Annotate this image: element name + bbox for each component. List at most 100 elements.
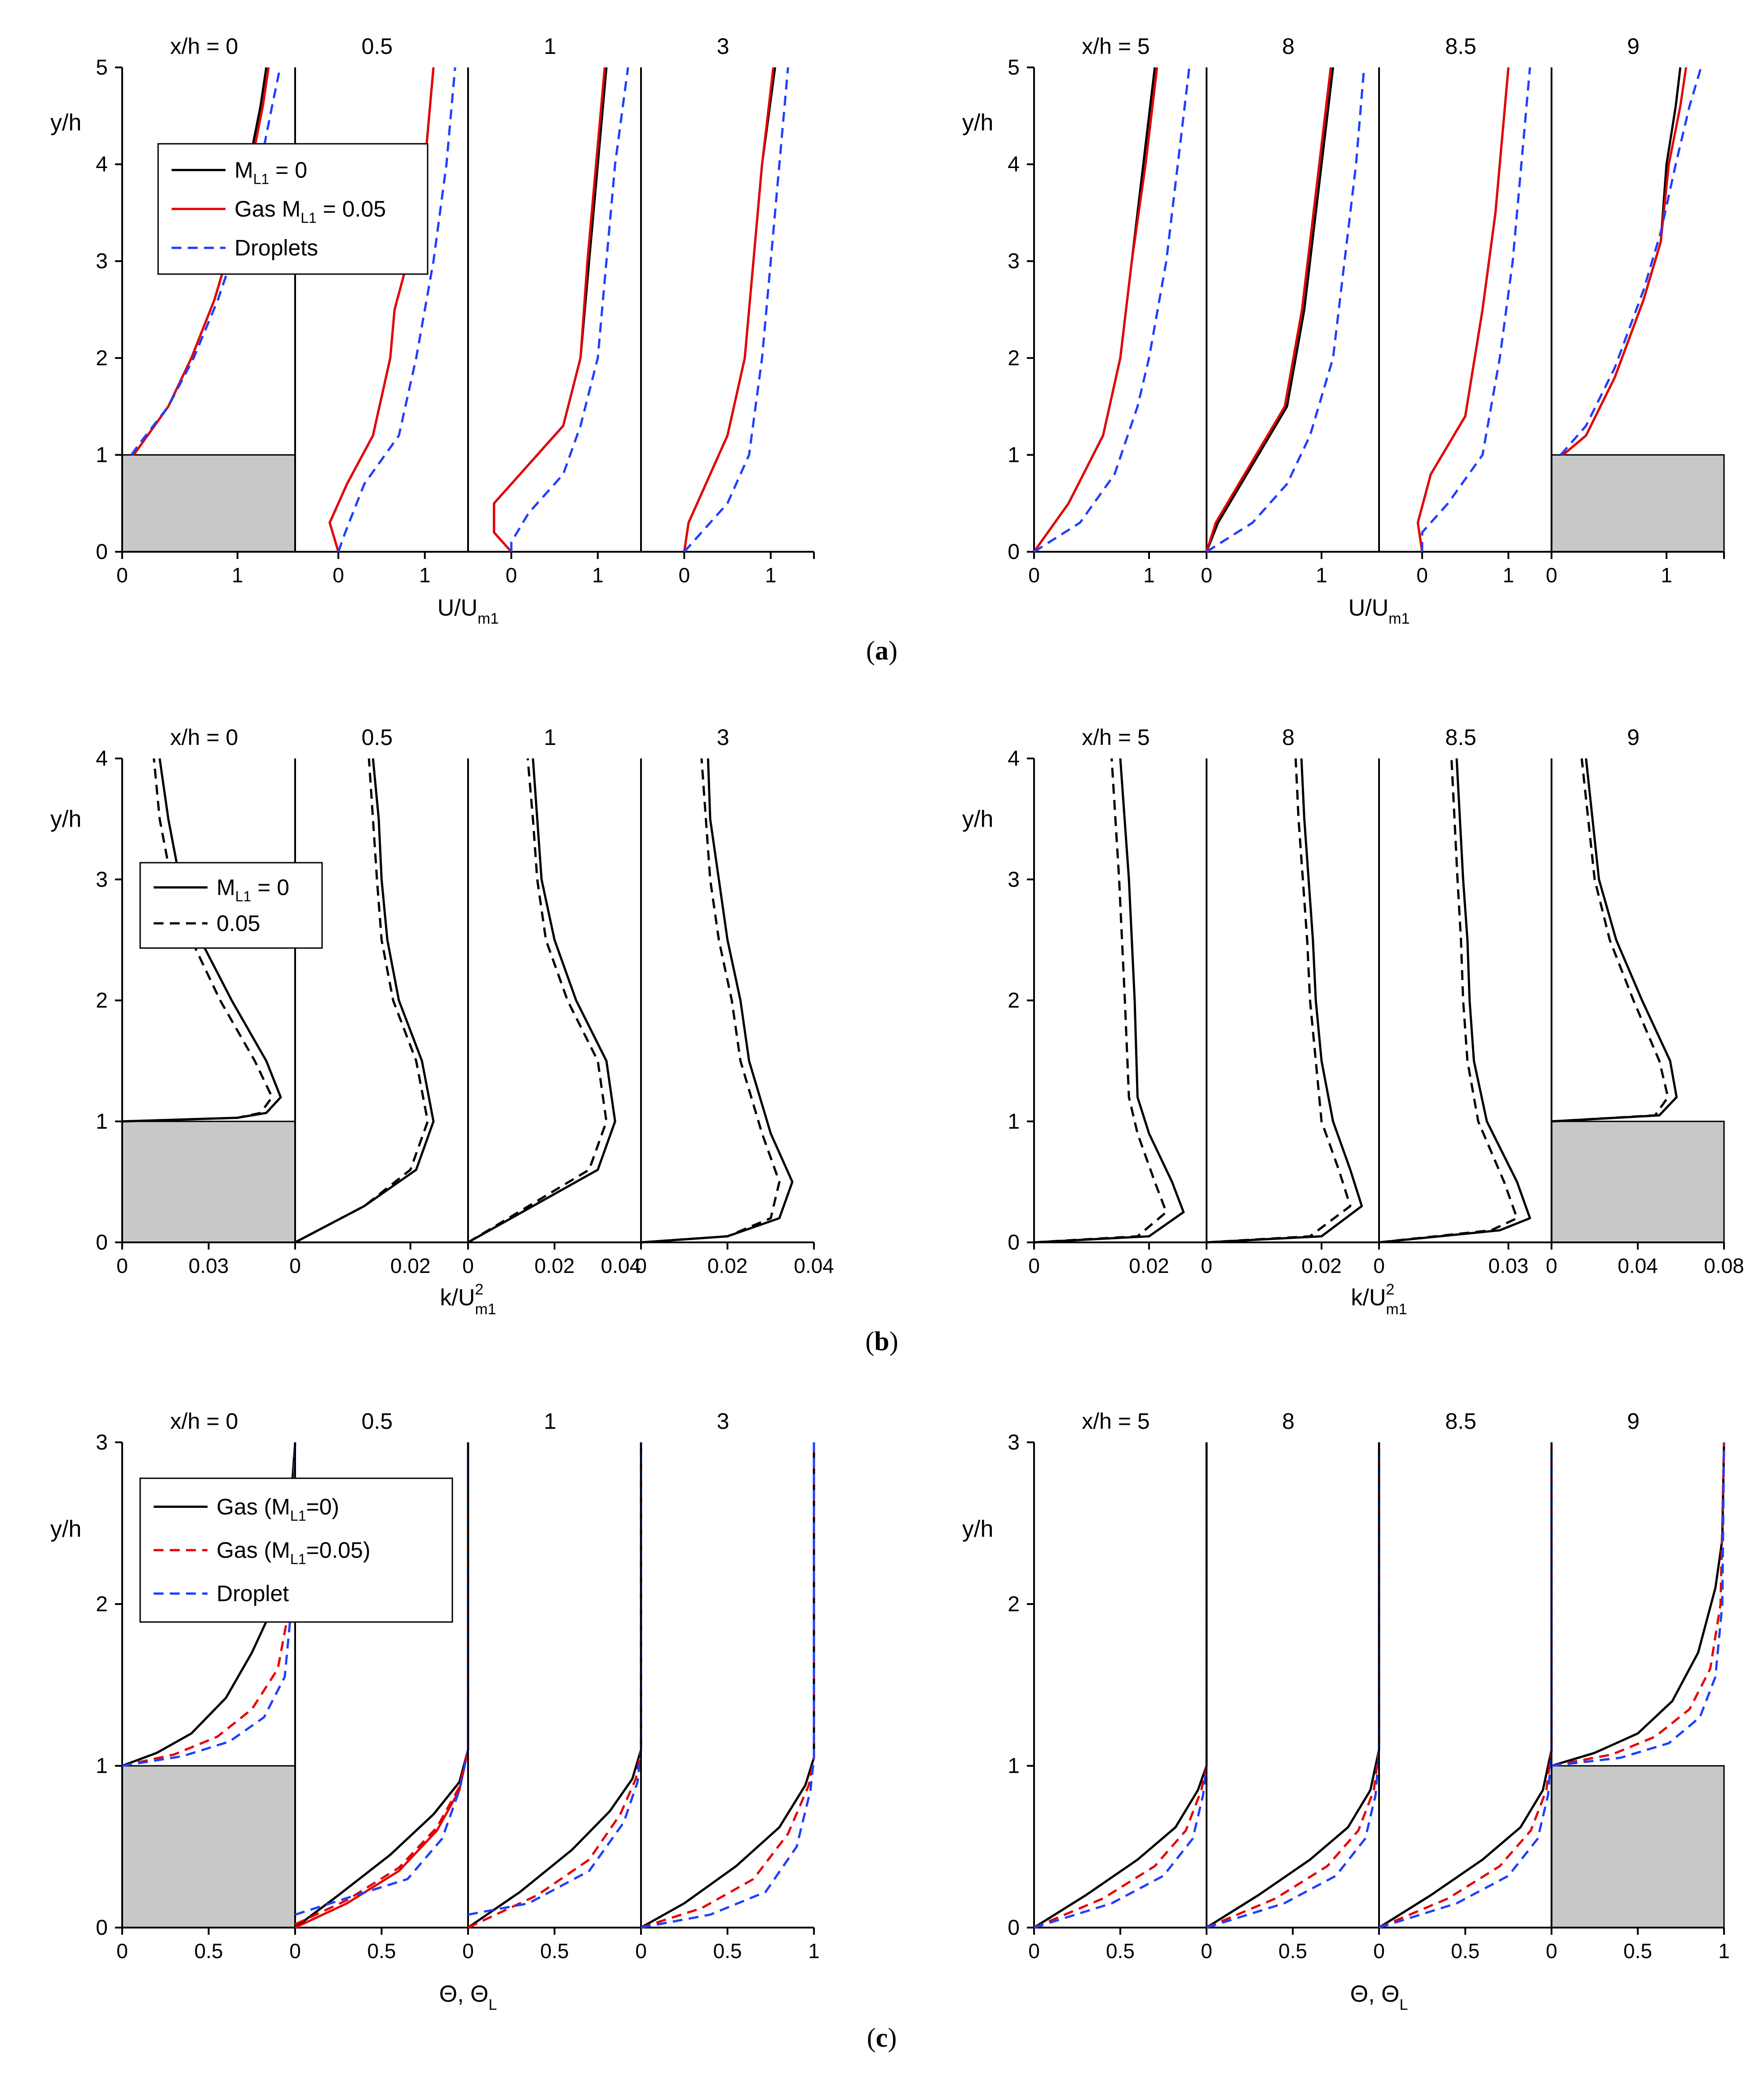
x-tick-label: 0	[1028, 1939, 1040, 1963]
y-tick-label: 4	[96, 747, 108, 771]
y-tick-label: 0	[1008, 1916, 1020, 1940]
series-line-dashed-blue	[1560, 67, 1702, 456]
x-tick-label: 0.08	[1704, 1254, 1744, 1277]
x-tick-label: 0.02	[1301, 1254, 1342, 1277]
series-line-dashed-red	[1551, 1442, 1725, 1767]
x-axis-label: Θ, ΘL	[1350, 1981, 1408, 2013]
x-tick-label: 1	[419, 563, 431, 587]
x-tick-label: 0	[1028, 1254, 1040, 1277]
y-tick-label: 5	[96, 56, 108, 80]
subplot-b-7: 0 0.04 0.08 9	[1546, 725, 1744, 1277]
y-tick-label: 4	[1008, 747, 1020, 771]
x-tick-label: 0	[505, 563, 517, 587]
x-tick-label: 0.5	[1278, 1939, 1307, 1963]
series-line-solid-red	[133, 67, 270, 456]
series-line-solid-black	[1551, 1442, 1725, 1767]
series-line-dashed-blue	[1379, 1442, 1553, 1929]
subplot-label: x/h = 5	[1082, 1409, 1150, 1434]
y-tick-label: 3	[1008, 868, 1020, 891]
x-tick-label: 1	[232, 563, 243, 587]
series-line-solid-black	[294, 758, 435, 1244]
y-tick-label: 2	[96, 989, 108, 1013]
series-line-dashed-black	[1034, 758, 1167, 1244]
series-line-dashed-blue	[1551, 1442, 1725, 1767]
subplot-label: 3	[717, 34, 729, 59]
series-line-solid-red	[493, 67, 606, 553]
subplot-a-7: 0 1 9	[1546, 34, 1725, 587]
x-tick-label: 0.5	[1451, 1939, 1480, 1963]
obstacle-block	[121, 454, 296, 553]
legend-box	[139, 862, 323, 949]
x-tick-label: 0	[116, 563, 128, 587]
x-tick-label: 1	[1661, 563, 1672, 587]
series-line-dashed-blue	[683, 67, 789, 553]
x-tick-label: 0	[289, 1939, 301, 1963]
subplot-label: 8	[1282, 34, 1295, 59]
subplot-label: 1	[544, 1409, 557, 1434]
subplot-c-0: 0 0.5 x/h = 0	[116, 1409, 296, 1963]
legend-entry: Gas (ML1=0.05)	[217, 1538, 371, 1567]
series-line-dashed-blue	[1034, 1442, 1208, 1929]
series-line-dashed-red	[641, 1442, 815, 1929]
y-tick-label: 2	[1008, 989, 1020, 1013]
y-tick-label: 1	[1008, 1754, 1020, 1778]
legend-entry: Droplet	[217, 1581, 289, 1606]
x-tick-label: 0.5	[367, 1939, 396, 1963]
x-tick-label: 0.5	[713, 1939, 742, 1963]
x-tick-label: 0	[1546, 1939, 1557, 1963]
subplot-a-1: 0 10.5	[294, 34, 468, 587]
series-line-solid-black	[640, 1442, 815, 1929]
y-tick-label: 1	[1008, 1110, 1020, 1134]
series-line-dashed-black	[1379, 758, 1518, 1244]
subplot-label: 9	[1627, 1409, 1640, 1434]
subplot-label: 9	[1627, 725, 1640, 750]
subplot-a-2: 0 1 1	[467, 34, 641, 587]
x-tick-label: 1	[1718, 1939, 1730, 1963]
legend-entry: ML1 = 0	[234, 157, 307, 187]
series-line-solid-red	[1562, 67, 1687, 456]
subplot-label: 0.5	[362, 1409, 393, 1434]
subplot-label: 0.5	[362, 34, 393, 59]
subplot-label: 3	[717, 1409, 729, 1434]
x-tick-label: 0	[1201, 1939, 1212, 1963]
y-tick-label: 3	[96, 868, 108, 891]
series-line-solid-black	[641, 758, 794, 1244]
series-line-solid-black	[1034, 758, 1185, 1244]
subplot-c-6: 0 0.5 8.5	[1373, 1409, 1553, 1963]
y-tick-label: 3	[1008, 249, 1020, 273]
series-line-solid-black	[1416, 67, 1510, 552]
x-tick-label: 0	[1201, 1254, 1212, 1277]
x-axis-label: Θ, ΘL	[439, 1981, 497, 2013]
series-line-dashed-blue	[122, 1442, 296, 1767]
x-tick-label: 0	[1416, 563, 1428, 587]
subplot-b-0: 0 0.03 x/h = 0	[116, 725, 296, 1277]
series-line-solid-black	[1205, 67, 1335, 552]
y-tick-label: 5	[1008, 56, 1020, 80]
y-axis-label: y/h	[962, 110, 993, 136]
x-tick-label: 0.03	[189, 1254, 229, 1277]
obstacle-block	[1551, 1121, 1725, 1243]
y-tick-label: 2	[1008, 1592, 1020, 1616]
series-line-solid-red	[328, 67, 435, 552]
x-tick-label: 0.02	[1129, 1254, 1169, 1277]
x-tick-label: 1	[1143, 563, 1155, 587]
subplot-a-0: 0 1 x/h = 0	[116, 34, 296, 587]
subplot-b-4: 0 0.02 x/h = 5	[1028, 725, 1207, 1277]
y-axis-label: y/h	[962, 806, 993, 832]
y-tick-label: 4	[96, 153, 108, 177]
series-line-dashed-blue	[1206, 1442, 1380, 1929]
series-line-solid-black	[467, 1442, 642, 1929]
subplot-label: 1	[544, 725, 557, 750]
x-tick-label: 0.5	[1106, 1939, 1135, 1963]
y-axis-label: y/h	[50, 110, 81, 136]
y-tick-label: 4	[1008, 153, 1020, 177]
series-line-solid-black	[328, 67, 435, 552]
subplot-a-4: 0 1 x/h = 5	[1028, 34, 1207, 587]
y-tick-label: 1	[96, 1110, 108, 1134]
subplot-label: 0.5	[362, 725, 393, 750]
subplot-label: x/h = 0	[170, 1409, 239, 1434]
subplot-label: x/h = 0	[170, 725, 239, 750]
x-tick-label: 0	[462, 1254, 474, 1277]
